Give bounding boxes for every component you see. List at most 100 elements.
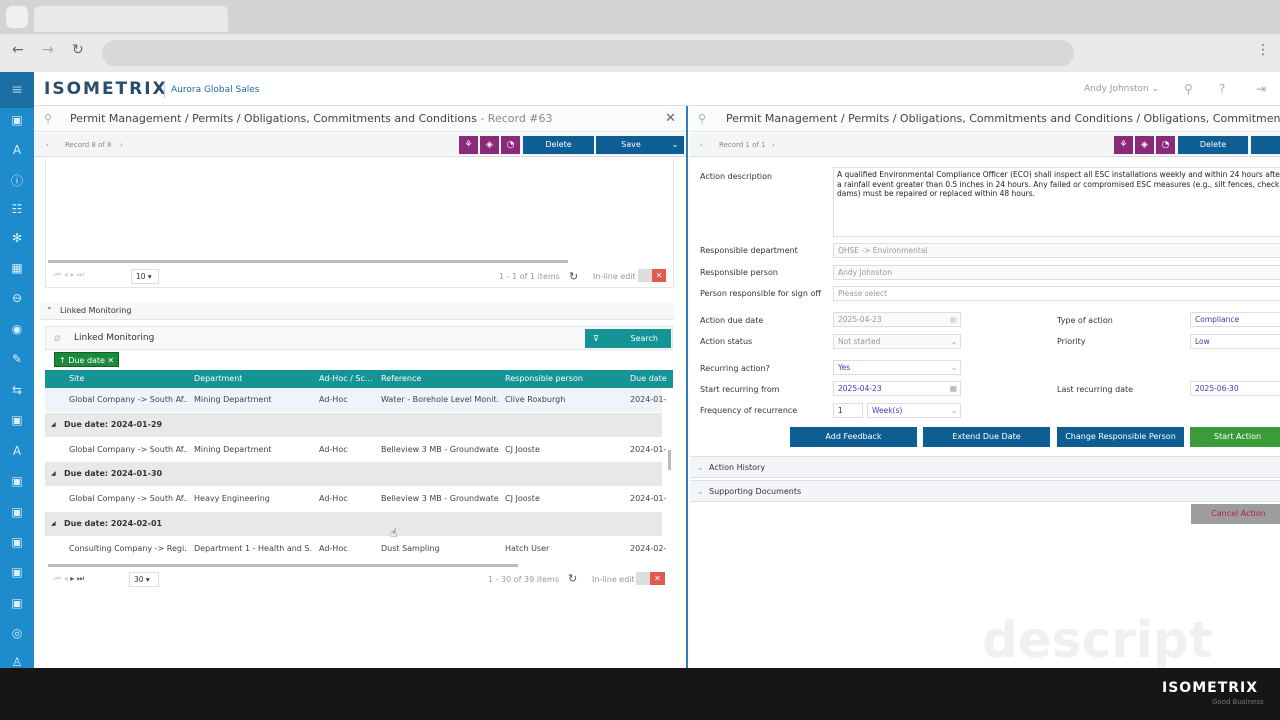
sidebar-a2-icon[interactable]: A [12, 444, 22, 458]
sidebar-box4-icon[interactable]: ▣ [11, 535, 23, 549]
history-button[interactable]: ◔ [501, 136, 520, 154]
forward-icon[interactable]: → [42, 42, 54, 58]
layers-button[interactable]: ◈ [1135, 136, 1154, 154]
sidebar-atom-icon[interactable]: ✻ [11, 231, 23, 245]
responsible-person-field[interactable]: Andy Johnston [833, 265, 1280, 280]
isometrix-logo[interactable]: ISOMETRIX [44, 79, 168, 99]
back-icon[interactable]: ← [12, 42, 24, 58]
hierarchy-button[interactable]: ⚘ [1114, 136, 1133, 154]
browser-menu-icon[interactable]: ⋮ [1256, 42, 1270, 58]
collapse-icon[interactable]: ◢ [51, 420, 56, 428]
group-row[interactable]: ◢ Due date: 2024-01-29 [45, 412, 662, 437]
group-row[interactable]: ◢ Due date: 2024-02-01 [45, 511, 662, 536]
due-date-field[interactable]: 2025-04-23 ▦ [833, 312, 961, 327]
change-responsible-person-button[interactable]: Change Responsible Person [1057, 427, 1184, 447]
pager-buttons[interactable]: ⏮ ◂ ▸ ⏭ [54, 574, 85, 583]
hierarchy-button[interactable]: ⚘ [459, 136, 478, 154]
sidebar-globe2-icon[interactable]: ◎ [11, 626, 23, 640]
next-record-icon[interactable]: › [772, 141, 775, 149]
save-dropdown-icon[interactable]: ⌄ [666, 136, 684, 154]
collapse-icon[interactable]: ◢ [51, 519, 56, 527]
sidebar-user-icon[interactable]: ♙ [11, 655, 23, 669]
sidebar-edit-icon[interactable]: ✎ [11, 352, 23, 366]
refresh-icon[interactable]: ↻ [569, 270, 579, 283]
frequency-number-field[interactable]: 1 [833, 403, 863, 418]
history-button[interactable]: ◔ [1156, 136, 1175, 154]
add-feedback-button[interactable]: Add Feedback [790, 427, 917, 447]
next-record-icon[interactable]: › [120, 141, 123, 149]
table-row[interactable]: Consulting Company -> Regi... Department … [45, 536, 666, 561]
refresh-icon[interactable]: ↻ [568, 572, 578, 585]
logout-icon[interactable]: ⇥ [1256, 82, 1267, 96]
sidebar-sliders-icon[interactable]: ☷ [11, 202, 23, 216]
action-history-section[interactable]: ⌄ Action History [690, 456, 1280, 478]
group-row[interactable]: ◢ Due date: 2024-01-30 [45, 462, 662, 486]
browser-tab-icon[interactable] [6, 6, 28, 28]
table-row[interactable]: Global Company -> South Af... Heavy Engin… [45, 487, 666, 511]
signoff-field[interactable]: Please select [833, 286, 1280, 301]
sidebar-info-icon[interactable]: ⓘ [10, 174, 23, 188]
browser-tab[interactable] [34, 6, 228, 32]
last-recurring-field[interactable]: 2025-06-30 [1190, 381, 1280, 396]
sidebar-globe-icon[interactable]: ◉ [11, 322, 23, 336]
recurring-select[interactable]: Yes ⌄ [833, 360, 961, 375]
start-action-button[interactable]: Start Action [1190, 427, 1280, 447]
layers-button[interactable]: ◈ [480, 136, 499, 154]
frequency-unit-select[interactable]: Week(s) ⌄ [867, 403, 961, 418]
sidebar-grid-icon[interactable]: ▦ [11, 261, 23, 275]
responsible-department-field[interactable]: QHSE -> Environmental [833, 243, 1280, 258]
help-icon[interactable]: ? [1219, 82, 1226, 96]
cancel-action-button[interactable]: Cancel Action [1191, 504, 1280, 524]
remove-sort-icon[interactable]: ✕ [107, 356, 115, 365]
inline-edit-toggle[interactable]: ✕ [638, 269, 666, 282]
sidebar-box-icon[interactable]: ▣ [11, 413, 23, 427]
column-responsible-person[interactable]: Responsible person [505, 374, 583, 383]
delete-button[interactable]: Delete [1178, 136, 1248, 154]
table-row[interactable]: Global Company -> South Af... Mining Depa… [45, 388, 666, 412]
action-status-select[interactable]: Not started ⌄ [833, 334, 961, 349]
sidebar-flow-icon[interactable]: ⇆ [11, 383, 23, 397]
sidebar-box3-icon[interactable]: ▣ [11, 505, 23, 519]
sidebar-dashboard-icon[interactable]: ▣ [11, 113, 23, 127]
table-row[interactable]: Global Company -> South Af... Mining Depa… [45, 437, 666, 462]
vertical-scrollbar[interactable] [668, 450, 671, 470]
save-button[interactable]: Save [596, 136, 666, 154]
priority-select[interactable]: Low [1190, 334, 1280, 349]
sidebar-box5-icon[interactable]: ▣ [11, 565, 23, 579]
close-icon[interactable]: ✕ [665, 111, 676, 126]
supporting-documents-section[interactable]: ⌄ Supporting Documents [690, 480, 1280, 502]
delete-button[interactable]: Delete [523, 136, 594, 154]
pager-buttons[interactable]: ⏮ ◂ ▸ ⏭ [54, 270, 85, 279]
search-icon[interactable]: ⚲ [698, 112, 707, 125]
sidebar-box2-icon[interactable]: ▣ [11, 474, 23, 488]
column-reference[interactable]: Reference [381, 374, 422, 383]
sidebar-minus-icon[interactable]: ⊖ [11, 291, 23, 305]
linked-monitoring-section-header[interactable]: ⌃ Linked Monitoring [40, 302, 674, 320]
inline-edit-toggle[interactable]: ✕ [636, 572, 665, 585]
column-department[interactable]: Department [194, 374, 243, 383]
search-icon[interactable]: ⚲ [44, 112, 53, 125]
horizontal-scrollbar[interactable] [48, 564, 518, 567]
page-size-select[interactable]: 10 ▾ [131, 269, 159, 284]
page-size-select[interactable]: 30 ▾ [129, 572, 159, 587]
calendar-icon[interactable]: ▦ [949, 315, 957, 324]
search-icon[interactable]: ⚲ [1184, 82, 1193, 96]
extend-due-date-button[interactable]: Extend Due Date [923, 427, 1050, 447]
menu-icon[interactable]: ≡ [11, 82, 23, 98]
sort-chip-due-date[interactable]: ↑ Due date ✕ [54, 352, 120, 367]
search-button[interactable]: ⊽ Search [585, 329, 671, 348]
start-recurring-field[interactable]: 2025-04-23 ▦ [833, 381, 961, 396]
collapse-icon[interactable]: ◢ [51, 470, 56, 477]
save-button[interactable] [1251, 136, 1280, 154]
prev-record-icon[interactable]: ‹ [700, 141, 703, 149]
column-site[interactable]: Site [69, 374, 85, 383]
prev-record-icon[interactable]: ‹ [46, 141, 49, 149]
calendar-icon[interactable]: ▦ [949, 384, 957, 393]
sidebar-a-icon[interactable]: A [12, 143, 22, 157]
column-adhoc[interactable]: Ad-Hoc / Sc... [319, 374, 373, 383]
hamburger-menu[interactable]: ≡ [0, 72, 34, 108]
type-of-action-select[interactable]: Compliance [1190, 312, 1280, 327]
user-menu[interactable]: Andy Johnston ⌄ [1084, 84, 1159, 94]
horizontal-scrollbar[interactable] [48, 260, 568, 263]
address-bar[interactable] [102, 40, 1074, 66]
